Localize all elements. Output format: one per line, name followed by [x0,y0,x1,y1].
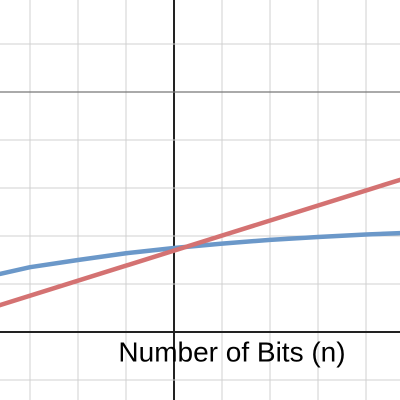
curves [0,177,400,308]
curve [0,177,400,308]
curve [0,230,400,277]
axis-label: Number of Bits (n) [118,336,345,367]
